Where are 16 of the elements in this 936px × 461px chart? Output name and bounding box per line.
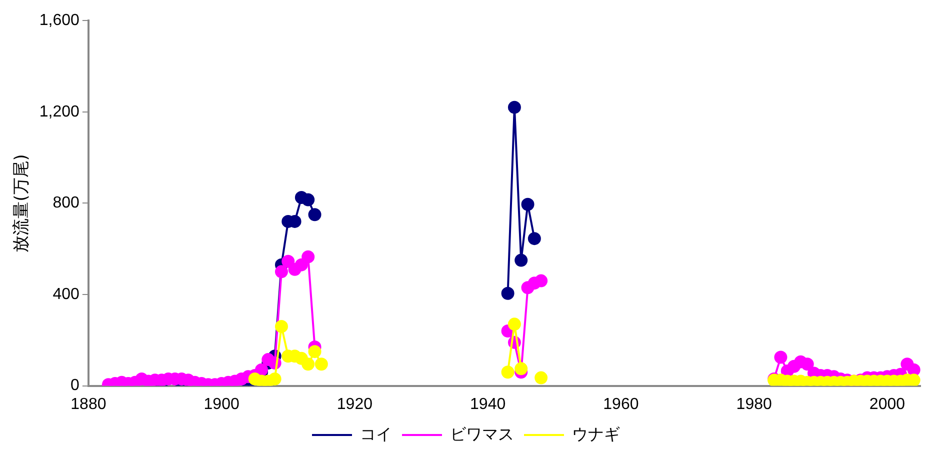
- y-tick-label: 1,200: [39, 103, 80, 120]
- y-tick-label: 0: [70, 377, 80, 394]
- legend-label: コイ: [360, 426, 392, 444]
- legend-label: ビワマス: [450, 426, 514, 444]
- y-tick-label: 1,600: [39, 12, 80, 30]
- x-tick-label: 1900: [204, 396, 240, 413]
- x-tick-label: 1940: [470, 396, 506, 413]
- x-tick-label: 1960: [603, 396, 639, 413]
- x-tick-label: 1920: [336, 396, 373, 413]
- legend-label: ウナギ: [572, 425, 620, 444]
- y-axis-title: 放流量(万尾): [12, 154, 32, 252]
- y-tick-label: 400: [52, 286, 80, 303]
- x-tick-label: 1980: [736, 396, 772, 413]
- y-tick-label: 800: [52, 194, 80, 212]
- x-tick-label: 1880: [70, 396, 106, 413]
- x-tick-label: 2000: [869, 396, 906, 413]
